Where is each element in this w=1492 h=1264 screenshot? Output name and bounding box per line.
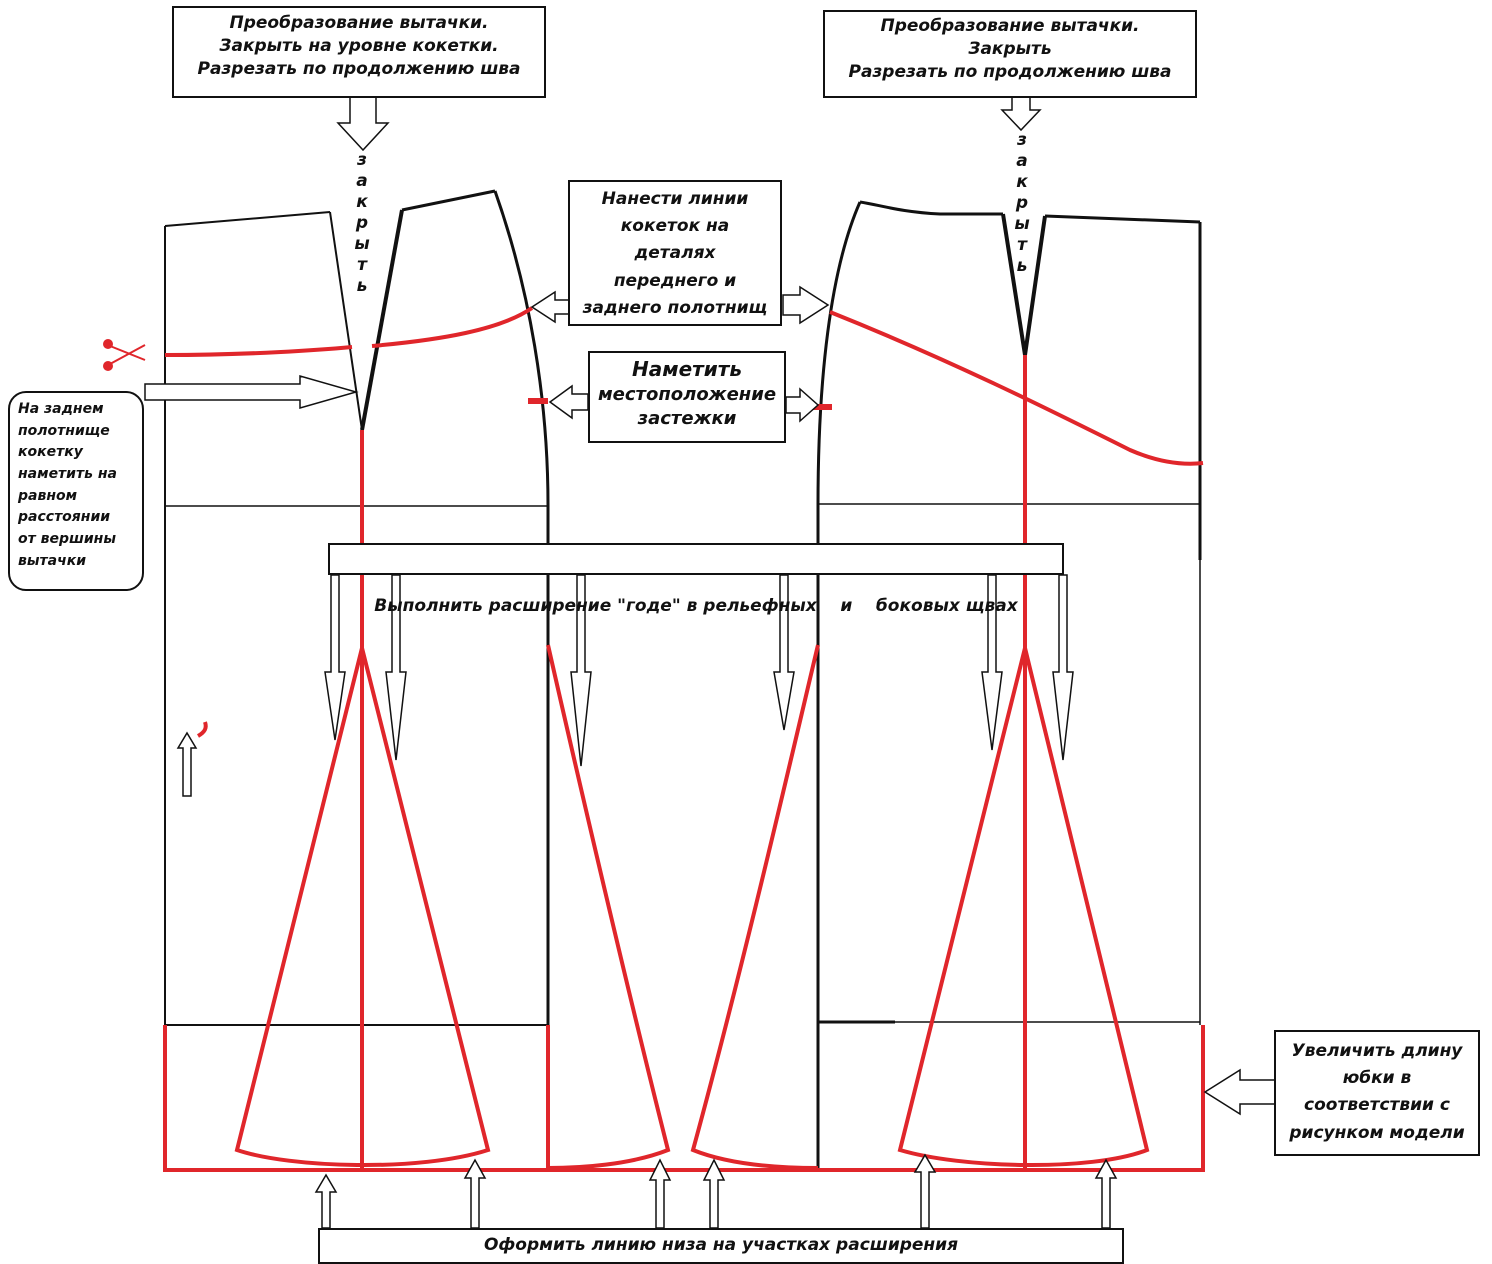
guide-arrows <box>144 94 1276 1229</box>
back-panel <box>164 189 550 1026</box>
construction-lines <box>163 306 1205 1172</box>
scissors-icon <box>103 339 146 371</box>
note-hem: Оформить линию низа на участках расширен… <box>318 1228 1124 1264</box>
front-panel <box>816 200 1202 1170</box>
note-godet: Выполнить расширение "годе" в рельефных … <box>328 543 1064 616</box>
note-length: Увеличить длину юбки в соответствии с ри… <box>1274 1030 1480 1156</box>
note-left-dart: Преобразование вытачки. Закрыть на уровн… <box>172 6 546 98</box>
note-yokes: Нанести линии кокеток на деталях передне… <box>568 180 782 326</box>
note-back-yoke: На заднем полотнище кокетку наметить на … <box>8 391 144 591</box>
note-right-dart: Преобразование вытачки. Закрыть Разрезат… <box>823 10 1197 98</box>
note-zipper: Наметить местоположение застежки <box>588 351 786 443</box>
